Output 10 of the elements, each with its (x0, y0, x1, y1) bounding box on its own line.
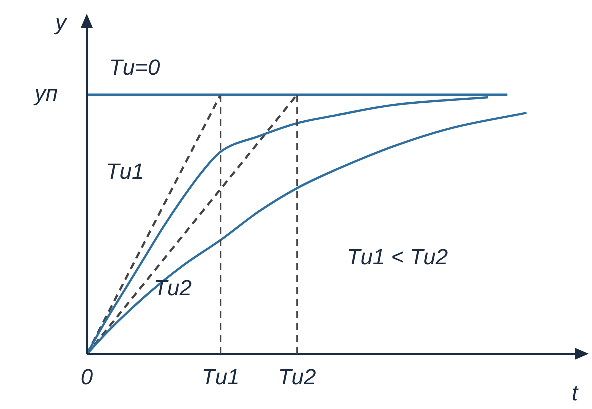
annotation: Tи1 (106, 158, 144, 184)
x-tick-label: 0 (80, 364, 94, 390)
annotation: Tи2 (154, 276, 192, 301)
text: Tи=0 (109, 55, 161, 80)
x-tick-label: Tи1 (202, 364, 240, 390)
x-tick-label: Tи2 (278, 364, 316, 390)
annotation: Tи1 < Tи2 (347, 244, 448, 270)
y-axis-title: y (54, 10, 68, 36)
x-axis-title: t (572, 380, 579, 406)
text: yп (32, 81, 58, 106)
